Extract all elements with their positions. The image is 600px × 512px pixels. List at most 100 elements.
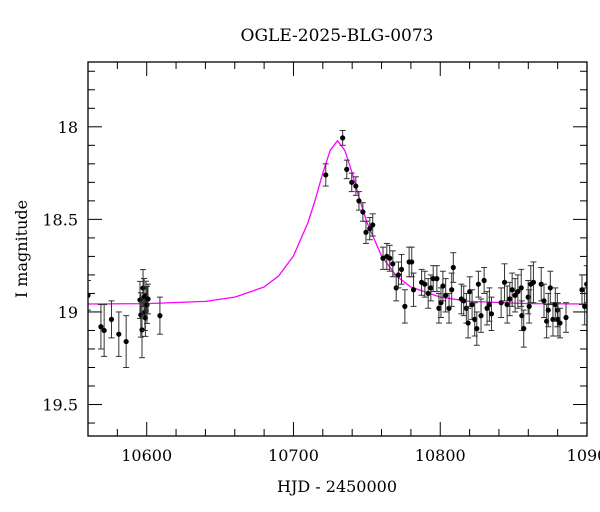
data-marker bbox=[323, 172, 329, 178]
data-marker bbox=[541, 298, 547, 304]
data-point bbox=[488, 296, 495, 331]
x-tick-label: 10600 bbox=[121, 446, 172, 465]
data-marker bbox=[356, 198, 362, 204]
data-point bbox=[369, 213, 376, 237]
data-marker bbox=[515, 288, 521, 295]
data-point bbox=[473, 311, 480, 346]
x-tick-label: 10700 bbox=[268, 446, 319, 465]
data-marker bbox=[370, 222, 376, 228]
data-marker bbox=[139, 327, 145, 333]
data-marker bbox=[550, 316, 556, 322]
data-marker bbox=[108, 316, 115, 322]
data-marker bbox=[410, 287, 417, 293]
data-marker bbox=[582, 303, 587, 309]
data-point bbox=[563, 302, 570, 333]
data-point bbox=[439, 270, 446, 302]
data-marker bbox=[449, 287, 455, 293]
data-marker bbox=[474, 326, 480, 332]
data-point bbox=[410, 272, 417, 307]
data-point bbox=[395, 261, 402, 289]
data-marker bbox=[116, 331, 122, 337]
data-point bbox=[442, 278, 449, 313]
data-marker bbox=[344, 166, 350, 172]
data-point bbox=[460, 285, 467, 317]
data-marker bbox=[579, 287, 585, 293]
y-tick-label: 19.5 bbox=[42, 396, 78, 415]
data-marker bbox=[430, 276, 436, 282]
data-point bbox=[339, 130, 346, 146]
x-tick-label: 1090 bbox=[567, 446, 600, 465]
data-marker bbox=[552, 301, 558, 308]
data-marker bbox=[488, 311, 495, 317]
data-point bbox=[421, 270, 428, 298]
data-marker bbox=[398, 266, 405, 272]
plot-frame bbox=[87, 61, 588, 437]
data-point bbox=[425, 278, 432, 309]
data-marker bbox=[157, 313, 163, 319]
data-marker bbox=[526, 303, 532, 309]
y-axis-label: I magnitude bbox=[12, 200, 31, 298]
data-point bbox=[518, 268, 525, 307]
data-point bbox=[398, 254, 405, 285]
data-point bbox=[520, 309, 527, 348]
data-marker bbox=[557, 320, 563, 326]
data-point bbox=[530, 261, 537, 304]
data-marker bbox=[478, 313, 484, 319]
data-marker bbox=[443, 292, 449, 298]
chart-title: OGLE-2025-BLG-0073 bbox=[241, 26, 434, 46]
data-marker bbox=[554, 307, 560, 313]
data-marker bbox=[434, 276, 440, 282]
data-point bbox=[433, 265, 440, 293]
x-axis-label: HJD - 2450000 bbox=[277, 477, 397, 496]
data-point bbox=[547, 270, 554, 306]
data-point bbox=[97, 304, 104, 350]
data-marker bbox=[584, 281, 587, 287]
data-point bbox=[514, 274, 521, 309]
data-marker bbox=[504, 301, 510, 308]
data-point bbox=[481, 267, 488, 294]
data-point bbox=[389, 250, 396, 278]
data-marker bbox=[461, 298, 467, 304]
data-marker bbox=[353, 183, 359, 189]
data-point bbox=[386, 244, 393, 272]
data-marker bbox=[469, 301, 475, 308]
data-marker bbox=[428, 285, 434, 291]
y-tick-label: 18.5 bbox=[42, 210, 78, 229]
data-marker bbox=[518, 285, 524, 291]
data-marker bbox=[472, 316, 478, 322]
data-point bbox=[556, 307, 563, 339]
data-point bbox=[512, 278, 519, 313]
data-marker bbox=[363, 229, 369, 235]
data-marker bbox=[446, 305, 452, 311]
data-marker bbox=[498, 300, 504, 306]
data-point bbox=[145, 283, 152, 315]
data-marker bbox=[467, 288, 473, 295]
data-point bbox=[478, 298, 485, 333]
data-marker bbox=[98, 324, 104, 330]
model-curve bbox=[88, 140, 587, 305]
y-tick-label: 19 bbox=[58, 303, 78, 322]
data-point bbox=[501, 263, 508, 302]
data-marker bbox=[395, 272, 402, 278]
data-point bbox=[446, 292, 453, 324]
data-marker bbox=[486, 301, 493, 308]
data-marker bbox=[547, 285, 553, 291]
data-marker bbox=[390, 261, 396, 267]
data-point bbox=[123, 315, 130, 368]
data-marker bbox=[450, 264, 456, 271]
data-point bbox=[448, 272, 455, 307]
data-point bbox=[504, 285, 511, 324]
data-point bbox=[498, 287, 505, 319]
data-point bbox=[322, 163, 329, 187]
data-point bbox=[579, 274, 586, 306]
data-marker bbox=[436, 305, 442, 311]
data-point bbox=[437, 287, 444, 319]
data-marker bbox=[340, 135, 346, 141]
data-marker bbox=[409, 259, 415, 265]
data-marker bbox=[123, 338, 129, 345]
data-marker bbox=[475, 281, 481, 287]
data-marker bbox=[481, 277, 487, 284]
data-marker bbox=[349, 179, 355, 185]
data-point bbox=[348, 172, 355, 193]
data-marker bbox=[402, 303, 408, 309]
